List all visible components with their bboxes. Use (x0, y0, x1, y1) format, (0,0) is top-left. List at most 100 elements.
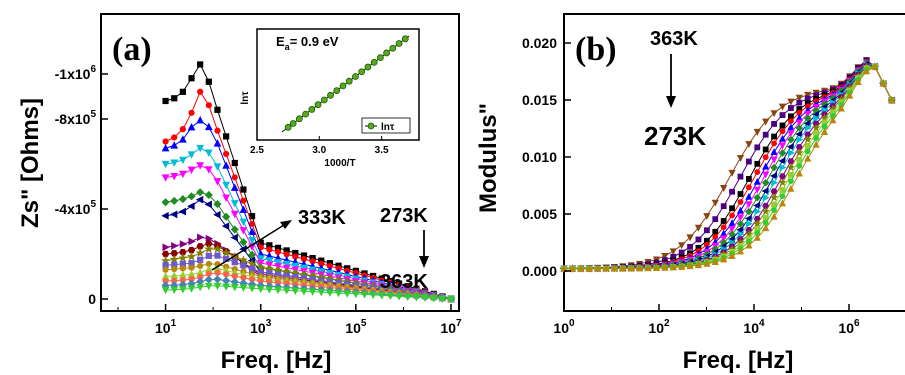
series-a-15-point (161, 286, 170, 295)
annotation-273k-arrowhead (419, 256, 429, 268)
series-a-2-point (248, 227, 256, 236)
panel-a-ytick-label: -1x106 (55, 64, 97, 82)
series-a-8-point (161, 250, 170, 258)
series-a-6-point (230, 233, 238, 242)
series-b-7-point (761, 187, 769, 195)
series-b-5-point (787, 130, 795, 138)
series-b-7-point (795, 130, 803, 138)
series-a-13-line (165, 272, 452, 300)
inset-point (314, 101, 322, 109)
series-b-6-point (753, 193, 762, 202)
series-b-13-point (602, 264, 610, 272)
series-a-2-point (170, 141, 179, 149)
series-a-11-point (179, 265, 186, 272)
series-a-3-point (265, 257, 274, 265)
series-a-9-point (238, 255, 248, 264)
series-b-10-point (786, 162, 796, 172)
series-b-11-point (796, 156, 803, 163)
series-a-15-line (165, 285, 452, 300)
series-b-4-point (770, 148, 778, 156)
series-a-11-point (162, 266, 169, 273)
series-a-15-point (230, 283, 239, 292)
series-a-7-point (188, 237, 196, 246)
series-b-13-line (563, 65, 893, 270)
series-b-11-point (779, 187, 786, 193)
series-a-6-point (161, 211, 169, 220)
annotation-363k-b: 363K (650, 28, 698, 50)
series-a-15-point (395, 293, 403, 301)
panel-b-xtick-label: 100 (553, 318, 575, 336)
series-b-0-point (711, 199, 719, 207)
series-a-0-point (188, 75, 195, 82)
series-b-13-point (636, 264, 644, 272)
series-b-8-point (788, 149, 795, 157)
series-a-1-point (171, 134, 178, 141)
panel-a: 101 103 105 107 0 -4x105 -8x105 -1x106 (a) Zs" … (17, 13, 462, 374)
series-b-2-point (712, 228, 719, 235)
panel-a-ylabel: Zs" [Ohms] (17, 98, 44, 228)
series-a-4-point (204, 166, 213, 174)
series-a-3-point (248, 236, 256, 245)
series-a-7-point (162, 243, 170, 252)
series-a-15-point (179, 286, 187, 294)
series-b-0-point (736, 154, 745, 162)
series-b-11-point (788, 171, 794, 178)
series-b-1-point (720, 203, 727, 210)
series-b-8-point (762, 194, 770, 202)
series-b-12-point (779, 193, 786, 200)
series-b-13-point (846, 91, 854, 99)
series-b-10-point (778, 178, 787, 187)
panel-b-marks (559, 57, 897, 273)
panel-b-xtick-label: 102 (648, 318, 670, 336)
series-a-14-point (204, 275, 213, 284)
series-a-15-point (334, 289, 343, 298)
inset-marks: 2.5 3.0 3.5 (250, 35, 410, 156)
series-a-15-point (421, 294, 429, 302)
series-a-6-point (195, 195, 204, 204)
series-b-13-point (703, 259, 711, 267)
series-a-6-point (204, 200, 212, 209)
series-b-0-point (661, 252, 669, 260)
series-b-6-point (795, 124, 804, 132)
series-b-6-point (736, 220, 745, 228)
series-a-7-point (171, 242, 179, 250)
series-b-13-point (577, 264, 585, 272)
series-b-2-point (737, 191, 744, 197)
series-b-0-point (762, 118, 770, 126)
series-b-13-point (753, 233, 761, 241)
series-b-8-point (804, 124, 812, 132)
series-b-3-point (779, 128, 786, 135)
panel-b-label: (b) (575, 31, 617, 68)
series-b-10-point (753, 219, 762, 228)
series-b-5-point (720, 235, 728, 243)
series-a-2-point (222, 161, 230, 169)
series-b-2-point (788, 113, 794, 120)
series-a-15-point (412, 294, 421, 302)
series-b-4-point (778, 134, 787, 142)
series-b-10-point (820, 113, 829, 122)
series-a-1-point (266, 246, 273, 253)
inset-point (401, 35, 409, 43)
series-b-3-point (771, 140, 777, 147)
series-a-9-point (247, 259, 257, 268)
series-b-3-point (788, 118, 794, 124)
series-b-2-point (779, 122, 786, 129)
series-b-12-point (788, 178, 794, 185)
series-a-9-point (212, 244, 222, 253)
series-b-8-point (779, 163, 787, 172)
inset-point (383, 49, 391, 57)
series-b-8-point (737, 230, 745, 238)
series-b-1-point (737, 173, 744, 180)
series-b-13-point (594, 264, 602, 272)
series-b-4-point (728, 219, 736, 227)
series-a-9-point (169, 254, 179, 264)
panel-a-marks (161, 61, 456, 304)
series-b-13-point (736, 247, 745, 255)
series-a-15-point (256, 285, 265, 294)
series-b-13-point (820, 128, 829, 135)
series-a-15-point (360, 291, 369, 299)
series-a-0-point (223, 133, 230, 140)
series-b-0-point (787, 98, 795, 106)
series-a-15-point (222, 283, 230, 291)
